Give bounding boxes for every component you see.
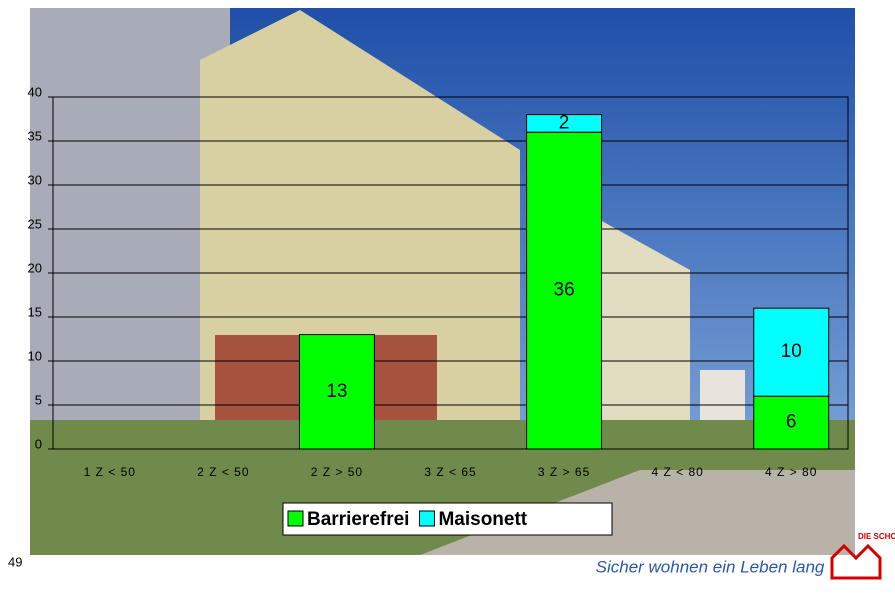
x-tick-label: 4 Z < 80 xyxy=(651,465,703,479)
legend-label: Barrierefrei xyxy=(307,509,409,530)
y-tick-label: 40 xyxy=(28,84,42,99)
y-tick-label: 15 xyxy=(28,304,42,319)
legend-swatch xyxy=(288,511,303,526)
y-tick-label: 0 xyxy=(35,436,42,451)
x-tick-label: 2 Z < 50 xyxy=(197,465,249,479)
y-tick-label: 35 xyxy=(28,128,42,143)
y-tick-label: 20 xyxy=(28,260,42,275)
data-label: 10 xyxy=(781,341,802,362)
x-tick-label: 4 Z > 80 xyxy=(765,465,817,479)
y-tick-label: 25 xyxy=(28,216,42,231)
x-tick-label: 3 Z > 65 xyxy=(538,465,590,479)
page: 49 Sicher wohnen ein Leben lang DIE SCHO… xyxy=(0,0,895,594)
page-number: 49 xyxy=(8,554,22,569)
legend-swatch xyxy=(419,511,434,526)
data-label: 36 xyxy=(554,280,575,301)
data-label: 6 xyxy=(786,412,797,433)
y-tick-label: 10 xyxy=(28,348,42,363)
y-tick-label: 30 xyxy=(28,172,42,187)
y-tick-label: 5 xyxy=(35,392,42,407)
legend-label: Maisonett xyxy=(438,509,527,530)
slogan: Sicher wohnen ein Leben lang xyxy=(596,557,825,576)
logo-text: DIE SCHOLLE xyxy=(858,532,895,541)
data-label: 13 xyxy=(326,381,347,402)
x-tick-label: 3 Z < 65 xyxy=(424,465,476,479)
x-tick-label: 2 Z > 50 xyxy=(311,465,363,479)
x-tick-label: 1 Z < 50 xyxy=(84,465,136,479)
data-label: 2 xyxy=(559,112,570,133)
chart: 49 Sicher wohnen ein Leben lang DIE SCHO… xyxy=(0,0,895,594)
